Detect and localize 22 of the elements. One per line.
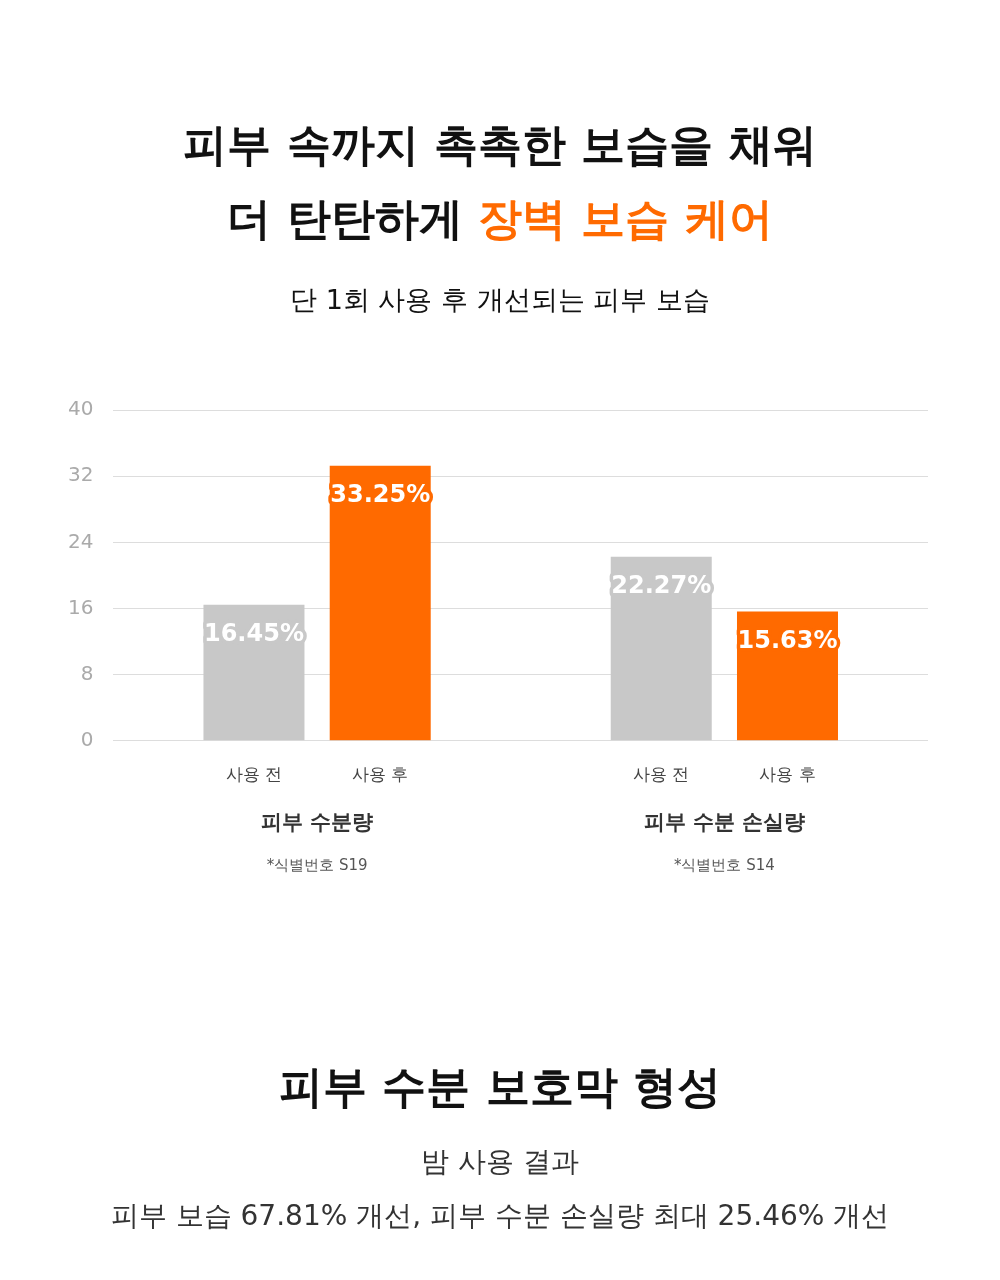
y-tick-label: 8	[80, 660, 94, 685]
text: *식별번호 S14	[673, 856, 775, 875]
y-tick-label: 40	[68, 396, 94, 421]
text: 사용 전	[633, 763, 690, 784]
y-tick-label: 0	[80, 727, 94, 751]
text: 사용 후	[759, 763, 816, 784]
y-tick-label: 32	[68, 462, 94, 487]
chart-title: 피부 속까지 촉촉한 보습을 채워 더 탄탄하게 장벽 보습 케어	[182, 118, 818, 246]
series-label: 사용 전	[225, 763, 283, 784]
x-tick-label: 피부 수분량	[260, 809, 374, 834]
data-label: 15.63%	[737, 625, 838, 654]
y-tick-label: 16	[68, 594, 94, 619]
text: 피부 수분 보호막 형성	[278, 1060, 722, 1114]
text: 밤 사용 결과	[420, 1144, 580, 1180]
bar	[329, 465, 431, 741]
data-label: 33.25%	[330, 480, 431, 509]
chart-subtitle: 단 1회 사용 후 개선되는 피부 보습	[289, 283, 711, 317]
text: 피부 보습 67.81% 개선, 피부 수분 손실량 최대 25.46% 개선	[109, 1198, 891, 1234]
text: *식별번호 S19	[266, 856, 368, 875]
y-tick-label: 24	[68, 528, 94, 553]
x-tick-label: 피부 수분 손실량	[643, 809, 806, 834]
series-label: 사용 후	[352, 763, 409, 784]
